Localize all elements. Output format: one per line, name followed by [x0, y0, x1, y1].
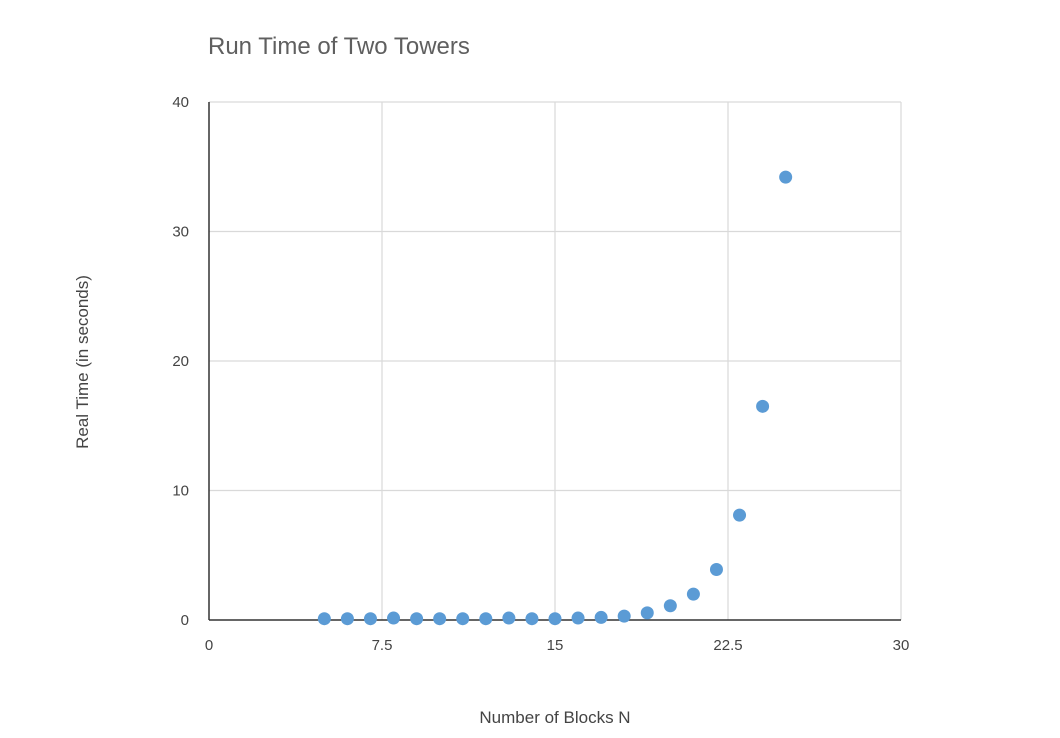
data-point: [733, 508, 747, 522]
y-tick-label: 10: [172, 483, 189, 500]
grid: [209, 101, 902, 620]
chart-title: Run Time of Two Towers: [208, 33, 470, 60]
data-point: [363, 612, 377, 626]
x-tick-label: 22.5: [713, 637, 742, 654]
data-point: [756, 399, 770, 413]
y-axis-ticks: 0 10 20 30 40: [172, 94, 189, 629]
y-tick-label: 30: [172, 224, 189, 241]
x-tick-label: 30: [893, 637, 910, 654]
data-point: [709, 562, 723, 576]
data-point: [571, 611, 585, 625]
data-point: [594, 610, 608, 624]
data-point: [410, 612, 424, 626]
data-point: [502, 611, 516, 625]
data-point: [317, 612, 331, 626]
y-axis-title: Real Time (in seconds): [73, 275, 92, 449]
y-tick-label: 20: [172, 353, 189, 370]
data-point: [433, 612, 447, 626]
x-tick-label: 0: [205, 637, 213, 654]
data-points: [317, 170, 793, 626]
data-point: [640, 606, 654, 620]
data-point: [548, 612, 562, 626]
x-tick-label: 15: [547, 637, 564, 654]
data-point: [479, 612, 493, 626]
data-point: [686, 587, 700, 601]
data-point: [340, 612, 354, 626]
data-point: [779, 170, 793, 184]
y-tick-label: 40: [172, 94, 189, 111]
x-axis-title: Number of Blocks N: [479, 708, 630, 727]
data-point: [387, 611, 401, 625]
data-point: [525, 612, 539, 626]
x-tick-label: 7.5: [372, 637, 393, 654]
data-point: [617, 609, 631, 623]
data-point: [663, 599, 677, 613]
x-axis-ticks: 0 7.5 15 22.5 30: [205, 637, 910, 654]
y-tick-label: 0: [181, 612, 189, 629]
data-point: [456, 612, 470, 626]
